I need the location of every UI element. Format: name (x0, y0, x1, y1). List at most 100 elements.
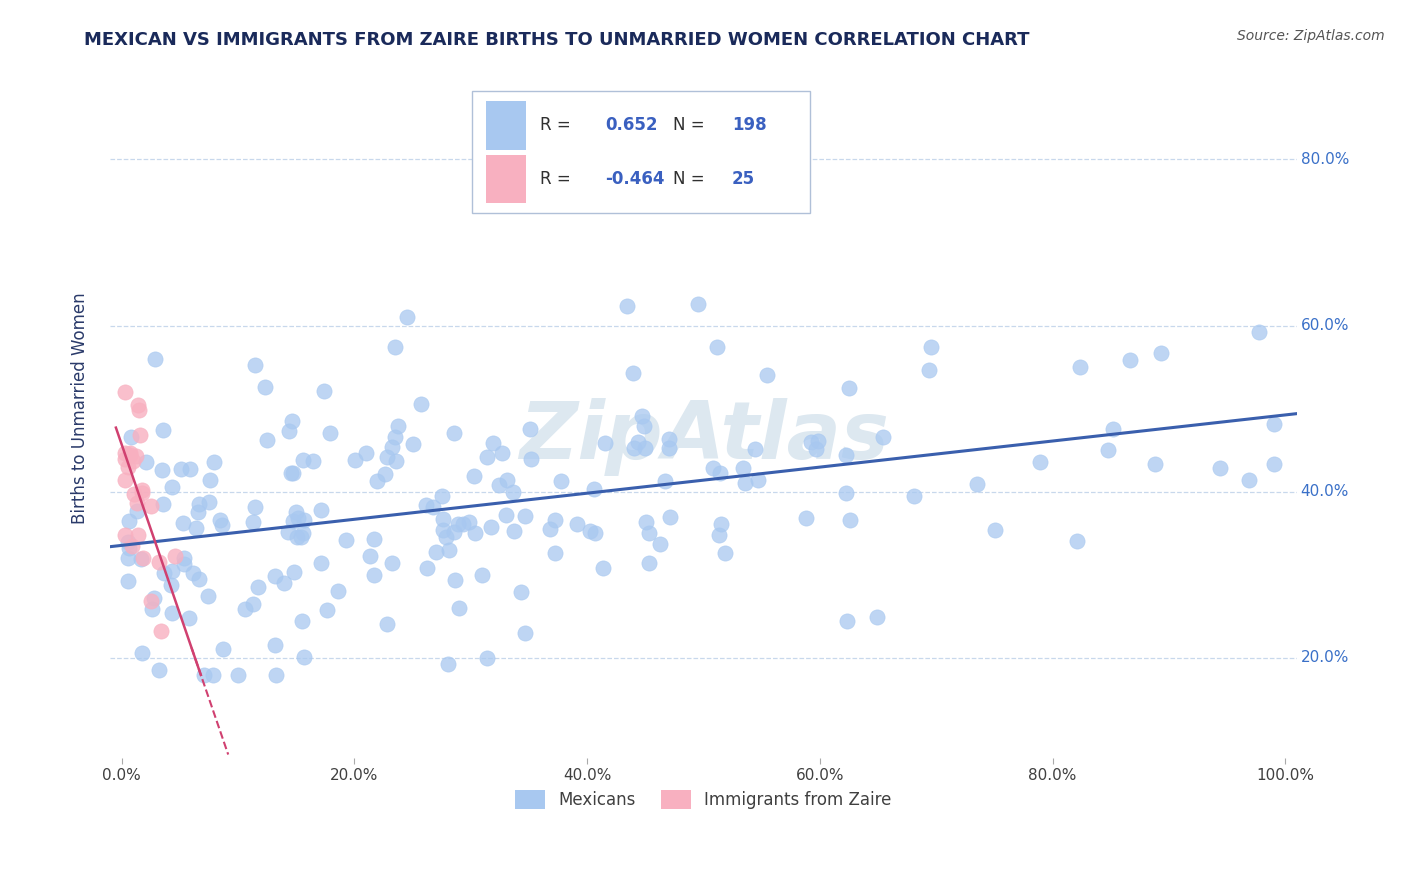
Point (835, 448, 858, 462)
Point (634, 441, 657, 455)
Point (396, 310, 419, 324)
Point (198, 474, 221, 488)
Point (226, 667, 249, 681)
Point (709, 466, 731, 480)
Point (747, 473, 769, 487)
Point (291, 452, 314, 467)
Point (384, 429, 406, 443)
FancyBboxPatch shape (486, 154, 526, 203)
Point (432, 512, 454, 526)
Text: 80.0%: 80.0% (1301, 152, 1348, 167)
Point (153, 566, 176, 580)
Point (637, 556, 659, 570)
Point (422, 500, 444, 514)
Point (443, 573, 465, 587)
Point (202, 667, 225, 681)
Point (125, 503, 148, 517)
Point (163, 549, 186, 563)
Text: 0.652: 0.652 (605, 116, 658, 134)
Point (173, 516, 195, 530)
Point (437, 657, 460, 671)
Point (118, 514, 141, 528)
Point (387, 419, 409, 434)
Point (1097, 443, 1119, 458)
Point (264, 569, 287, 583)
Point (491, 445, 513, 459)
Point (714, 546, 737, 560)
Point (638, 526, 661, 541)
Point (416, 561, 439, 575)
Point (254, 380, 277, 394)
Point (127, 496, 149, 510)
Point (401, 436, 423, 450)
Point (415, 498, 437, 512)
Point (658, 432, 681, 446)
Point (139, 593, 162, 607)
Point (117, 535, 139, 549)
Point (503, 524, 526, 538)
Point (463, 469, 485, 483)
Point (121, 454, 143, 468)
Point (1029, 455, 1052, 469)
Point (335, 533, 357, 548)
Point (152, 423, 174, 437)
Point (509, 584, 531, 599)
Point (443, 425, 465, 440)
FancyBboxPatch shape (472, 91, 810, 213)
Point (181, 566, 204, 581)
Point (354, 445, 377, 459)
Point (359, 549, 381, 564)
Point (734, 475, 756, 490)
Point (432, 523, 454, 537)
Point (495, 508, 517, 522)
Point (187, 572, 209, 586)
Point (543, 546, 565, 560)
Point (381, 556, 404, 570)
Point (114, 474, 136, 488)
Point (488, 477, 510, 491)
Point (1247, 326, 1270, 340)
Point (447, 516, 470, 531)
Point (515, 626, 537, 640)
Text: ZipAtlas: ZipAtlas (519, 398, 889, 475)
Point (636, 516, 658, 530)
Point (800, 434, 823, 449)
Point (312, 384, 335, 398)
Text: 40.0%: 40.0% (1301, 484, 1348, 500)
Point (141, 500, 163, 514)
Point (283, 565, 305, 579)
Point (804, 442, 827, 456)
Point (384, 340, 406, 354)
Point (280, 466, 302, 480)
Point (292, 525, 315, 540)
Point (903, 489, 925, 503)
Point (439, 542, 461, 557)
Point (1119, 353, 1142, 368)
Text: R =: R = (540, 170, 576, 188)
Point (242, 597, 264, 611)
Point (179, 611, 201, 625)
Point (835, 614, 858, 628)
Point (451, 516, 474, 531)
Point (162, 606, 184, 620)
Point (458, 515, 481, 529)
Point (117, 460, 139, 475)
Point (686, 297, 709, 311)
Point (621, 366, 644, 380)
Point (150, 463, 173, 477)
Point (366, 474, 388, 488)
Legend: Mexicans, Immigrants from Zaire: Mexicans, Immigrants from Zaire (509, 783, 898, 815)
Point (114, 384, 136, 399)
Point (188, 497, 211, 511)
Point (471, 568, 494, 582)
Point (648, 537, 671, 551)
Point (710, 516, 733, 531)
Point (159, 578, 181, 592)
Point (983, 523, 1005, 537)
Point (131, 483, 153, 497)
Text: 20.0%: 20.0% (1301, 650, 1348, 665)
Point (114, 528, 136, 542)
Point (114, 446, 136, 460)
Point (654, 474, 676, 488)
Point (328, 583, 350, 598)
